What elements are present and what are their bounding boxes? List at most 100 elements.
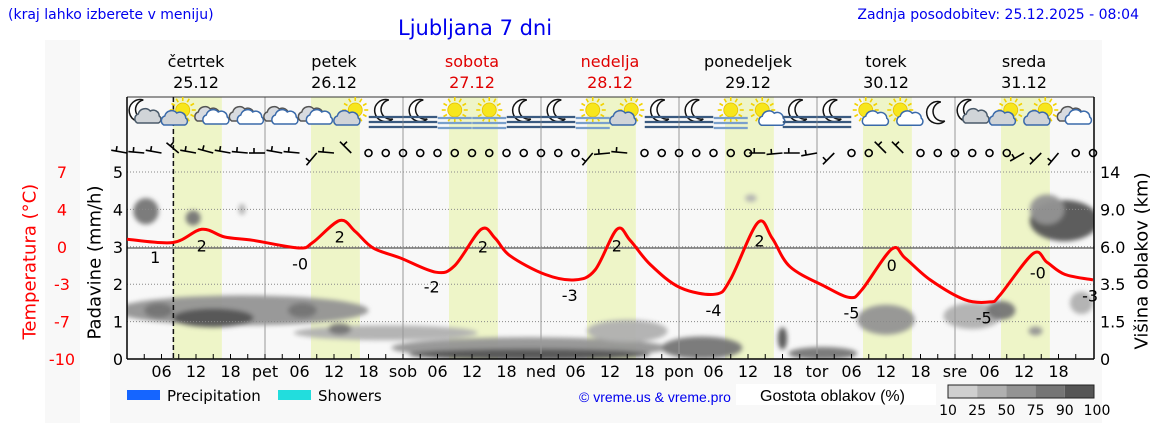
wind-calm-icon: [950, 148, 960, 158]
x-hour-label: 18: [772, 362, 792, 381]
wind-barb-tick: [201, 145, 205, 151]
day-date: 26.12: [311, 73, 357, 92]
sun-fog-icon: [713, 97, 748, 130]
cloud-height-tick-label: 0: [1100, 350, 1110, 369]
wind-barb-tick: [305, 157, 311, 163]
sun-ray: [1052, 113, 1057, 118]
sun-ray: [766, 98, 770, 103]
x-hour-label: 06: [841, 362, 861, 381]
cloud-shape: [1064, 108, 1093, 125]
x-hour-label: 12: [462, 362, 482, 381]
day-name: sobota: [444, 52, 500, 71]
temperature-label: -5: [976, 308, 992, 327]
cloud-height-tick-label: 3.5: [1100, 275, 1125, 294]
sun-ray: [477, 102, 482, 107]
sun-ray: [1014, 117, 1018, 122]
day-date: 29.12: [725, 73, 771, 92]
moon-fog-icon: [541, 98, 576, 129]
temperature-tick-label: -10: [49, 350, 75, 369]
temperature-tick-label: -7: [54, 313, 70, 332]
cloud-shape: [896, 110, 924, 126]
sun-ray: [755, 98, 759, 103]
precip-tick-label: 4: [113, 200, 123, 219]
sun-ray: [750, 113, 755, 118]
sun-ray: [755, 117, 759, 122]
moon-crescent: [925, 100, 946, 125]
wind-calm-icon: [967, 148, 977, 158]
sun-ray: [750, 102, 755, 107]
wind-barb-icon: [822, 152, 835, 165]
sun-ray: [458, 98, 462, 103]
cloud-density-blob: [943, 302, 1001, 330]
sun-ray: [186, 117, 190, 122]
wind-calm-icon: [709, 148, 718, 158]
sun-disc: [723, 102, 739, 118]
temperature-label: -3: [1082, 286, 1098, 305]
sun-ray: [359, 117, 363, 122]
temperature-label: -0: [1030, 263, 1046, 282]
sun-ray: [585, 98, 589, 103]
day-date: 28.12: [587, 73, 633, 92]
density-legend-label: 50: [997, 403, 1015, 419]
sun-ray: [738, 113, 743, 118]
moon-fog-icon: [403, 98, 438, 129]
cloud-height-tick-label: 14: [1100, 163, 1120, 182]
sun-ray: [893, 98, 897, 103]
density-legend-swatch: [1006, 385, 1036, 398]
sun-ray: [600, 113, 605, 118]
density-legend-swatch: [977, 385, 1007, 398]
moon-crescent: [649, 98, 670, 123]
wind-barb-shaft: [339, 141, 352, 154]
temperature-label: -0: [292, 255, 308, 274]
sun-ray: [343, 102, 348, 107]
wind-barb-icon: [231, 146, 248, 154]
cloud-shape: [236, 108, 265, 125]
cloud-density-blob: [1070, 291, 1093, 315]
wind-barb-icon: [214, 146, 231, 154]
wind-calm-icon: [847, 148, 856, 158]
sun-ray: [858, 117, 862, 122]
wind-barb-shaft: [801, 152, 818, 157]
moon-crescent: [408, 98, 428, 123]
wind-barb-icon: [145, 146, 162, 154]
day-date: 25.12: [173, 73, 219, 92]
cloud-shape: [160, 109, 189, 126]
moon-fog-icon: [506, 98, 541, 129]
day-name: četrtek: [167, 52, 225, 71]
x-hour-label: 18: [358, 362, 378, 381]
wind-calm-icon: [398, 148, 408, 158]
cloud-icon: [194, 105, 230, 125]
x-hour-label: 12: [324, 362, 344, 381]
sun-ray: [348, 98, 352, 103]
sun-ray: [190, 113, 195, 118]
x-hour-label: 12: [600, 362, 620, 381]
cloud-density-blob: [133, 198, 159, 225]
day-name: petek: [311, 52, 357, 71]
x-hour-label: 06: [979, 362, 999, 381]
wind-barb-shaft: [1029, 152, 1042, 165]
wind-barb-icon: [766, 148, 783, 156]
moon-cloud-icon: [128, 98, 162, 124]
sun-ray: [873, 102, 878, 107]
location-hint[interactable]: (kraj lahko izberete v meniju): [8, 7, 214, 23]
wind-barb-icon: [317, 146, 335, 154]
wind-barb-icon: [128, 146, 145, 154]
sun-ray: [854, 113, 859, 118]
wind-barb-icon: [305, 152, 318, 166]
density-title-background: [736, 384, 936, 405]
wind-barb-icon: [111, 146, 128, 154]
cloud-density-blob: [777, 327, 788, 350]
wind-barb-shaft: [180, 149, 197, 154]
x-day-label: pon: [664, 362, 694, 381]
sun-ray: [738, 102, 743, 107]
sun-ray: [638, 102, 643, 107]
wind-barb-icon: [197, 145, 214, 154]
wind-barb-icon: [1029, 152, 1042, 165]
wind-calm-icon: [553, 148, 563, 158]
wind-barb-shaft: [593, 152, 611, 156]
copyright-link[interactable]: © vreme.us & vreme.pro: [579, 389, 731, 405]
x-hour-label: 12: [876, 362, 896, 381]
sun-ray: [1049, 117, 1053, 122]
x-hour-label: 12: [186, 362, 206, 381]
showers-legend-label: Showers: [318, 387, 382, 405]
